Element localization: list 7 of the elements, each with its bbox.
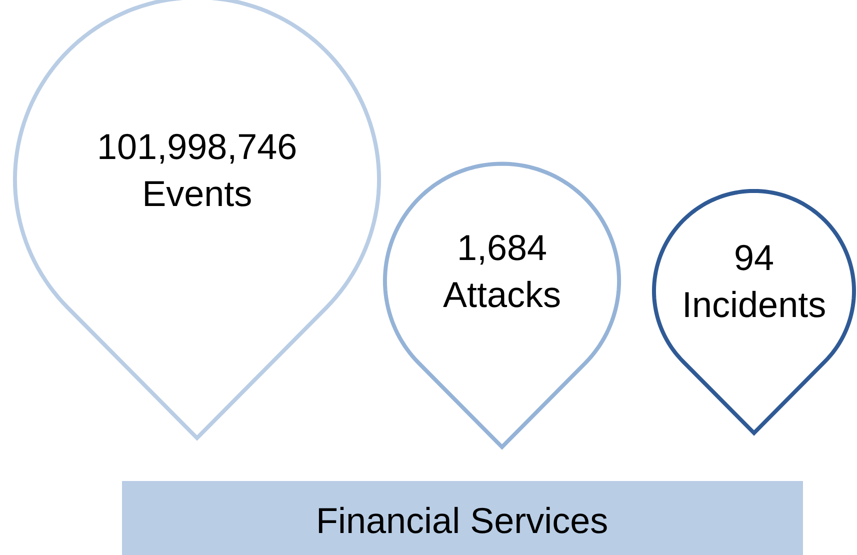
category-label: Incidents [682,284,826,325]
data-label: 94 [734,237,774,278]
text: Financial Services [316,500,608,541]
category-label: Events [142,172,252,214]
category-label: Attacks [443,274,562,315]
data-label: 101,998,746 [97,126,298,167]
data-label: 1,684 [456,227,548,268]
